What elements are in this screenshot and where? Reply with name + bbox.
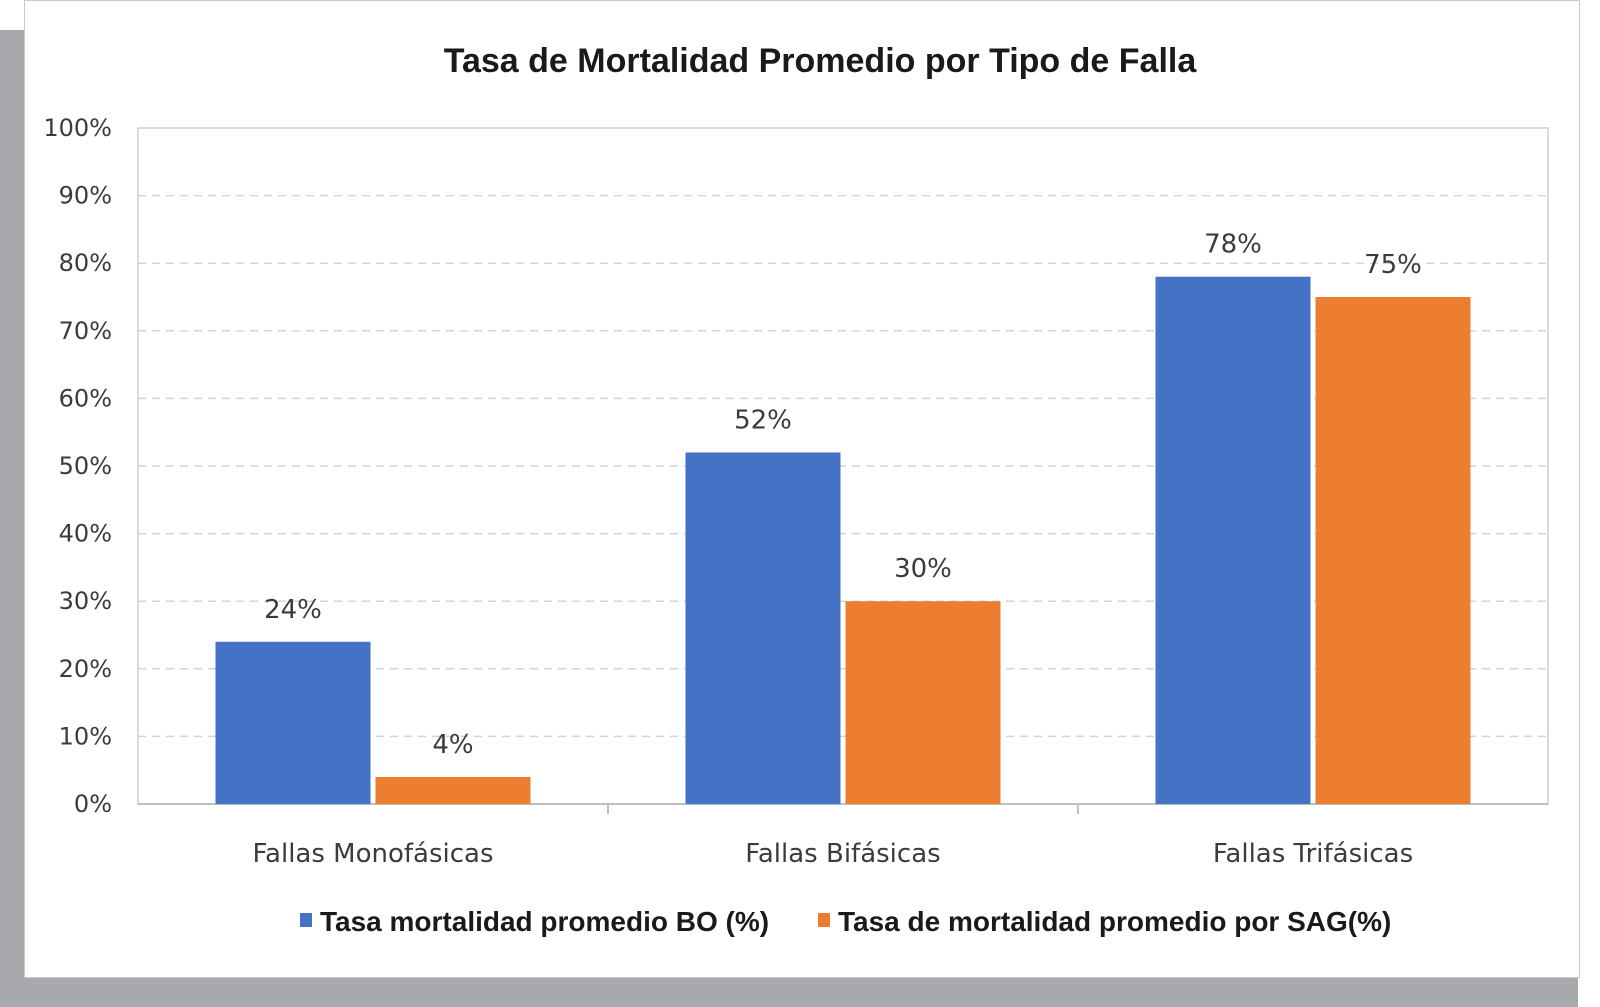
data-label: 4% (432, 730, 473, 760)
y-tick-label: 0% (74, 790, 112, 818)
y-tick-label: 80% (59, 249, 112, 277)
x-category-label: Fallas Monofásicas (252, 839, 493, 869)
y-tick-label: 90% (59, 182, 112, 210)
bar (1155, 276, 1311, 805)
bar (845, 601, 1001, 804)
bars (215, 276, 1471, 805)
y-tick-label: 60% (59, 384, 112, 412)
data-label: 24% (264, 595, 322, 625)
legend-swatch (818, 913, 830, 927)
data-label: 30% (894, 554, 952, 584)
x-category-label: Fallas Trifásicas (1213, 839, 1413, 869)
y-tick-label: 30% (59, 587, 112, 615)
data-labels: 24% 4% 52% 30% 78% 75% (264, 230, 1422, 760)
y-tick-label: 40% (59, 520, 112, 548)
bar (215, 641, 371, 804)
data-label: 78% (1204, 230, 1262, 260)
bar (685, 452, 841, 804)
y-tick-label: 20% (59, 655, 112, 683)
axes: 0% 10% 20% 30% 40% 50% 60% 70% 80% 90% 100% Fallas … (43, 114, 1549, 869)
legend-label: Tasa de mortalidad promedio por SAG(%) (838, 906, 1391, 937)
chart-title: Tasa de Mortalidad Promedio por Tipo de … (444, 42, 1198, 80)
x-category-label: Fallas Bifásicas (745, 839, 940, 869)
y-tick-label: 70% (59, 317, 112, 345)
bar (1315, 297, 1471, 804)
gridlines (138, 194, 1548, 738)
data-label: 75% (1364, 250, 1422, 280)
bar (375, 776, 531, 804)
legend-swatch (300, 913, 312, 927)
legend: Tasa mortalidad promedio BO (%) Tasa de m… (300, 906, 1391, 937)
data-label: 52% (734, 405, 792, 435)
y-tick-label: 10% (59, 722, 112, 750)
y-tick-label: 50% (59, 452, 112, 480)
legend-label: Tasa mortalidad promedio BO (%) (320, 906, 769, 937)
y-tick-label: 100% (43, 114, 112, 142)
